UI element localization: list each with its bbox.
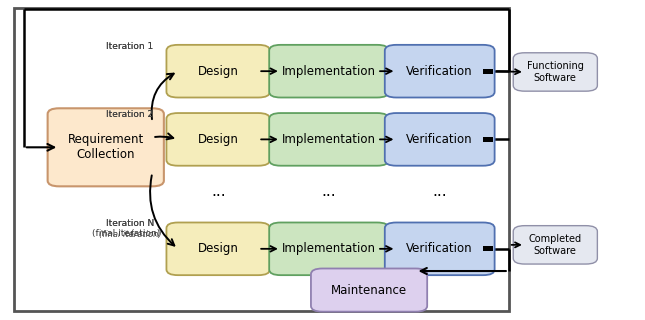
Text: Iteration 1: Iteration 1 bbox=[106, 42, 154, 51]
Text: Iteration 1: Iteration 1 bbox=[106, 42, 154, 51]
Bar bbox=[483, 137, 493, 142]
Text: ...: ... bbox=[211, 184, 226, 199]
Bar bbox=[483, 69, 493, 74]
Text: ...: ... bbox=[432, 184, 447, 199]
FancyBboxPatch shape bbox=[311, 268, 427, 312]
Text: (final iteration): (final iteration) bbox=[92, 229, 161, 238]
FancyBboxPatch shape bbox=[385, 45, 495, 98]
Text: (: ( bbox=[130, 229, 134, 238]
Text: Implementation: Implementation bbox=[282, 65, 376, 78]
Text: Functioning
Software: Functioning Software bbox=[527, 61, 584, 83]
FancyBboxPatch shape bbox=[385, 113, 495, 166]
FancyBboxPatch shape bbox=[513, 53, 597, 91]
Text: Design: Design bbox=[198, 133, 239, 146]
FancyBboxPatch shape bbox=[513, 226, 597, 264]
Text: Implementation: Implementation bbox=[282, 242, 376, 255]
Text: Verification: Verification bbox=[406, 242, 473, 255]
Text: Requirement
Collection: Requirement Collection bbox=[68, 133, 144, 161]
Text: ...: ... bbox=[322, 184, 336, 199]
Text: Iteration 2: Iteration 2 bbox=[106, 110, 154, 119]
Text: Iteration N: Iteration N bbox=[106, 219, 154, 228]
Bar bbox=[483, 246, 493, 251]
Text: Implementation: Implementation bbox=[282, 133, 376, 146]
Text: Verification: Verification bbox=[406, 65, 473, 78]
Text: Iteration 2: Iteration 2 bbox=[106, 110, 154, 119]
FancyBboxPatch shape bbox=[166, 113, 270, 166]
FancyBboxPatch shape bbox=[269, 113, 389, 166]
Text: Completed
Software: Completed Software bbox=[529, 234, 582, 256]
Text: Maintenance: Maintenance bbox=[331, 284, 407, 297]
Text: Design: Design bbox=[198, 242, 239, 255]
FancyBboxPatch shape bbox=[269, 222, 389, 275]
Text: (final iteration): (final iteration) bbox=[99, 230, 161, 239]
FancyBboxPatch shape bbox=[269, 45, 389, 98]
FancyBboxPatch shape bbox=[48, 108, 164, 186]
Text: Iteration N: Iteration N bbox=[106, 219, 154, 228]
Text: Design: Design bbox=[198, 65, 239, 78]
FancyBboxPatch shape bbox=[385, 222, 495, 275]
FancyBboxPatch shape bbox=[166, 45, 270, 98]
Text: Verification: Verification bbox=[406, 133, 473, 146]
FancyBboxPatch shape bbox=[14, 8, 509, 311]
FancyBboxPatch shape bbox=[166, 222, 270, 275]
